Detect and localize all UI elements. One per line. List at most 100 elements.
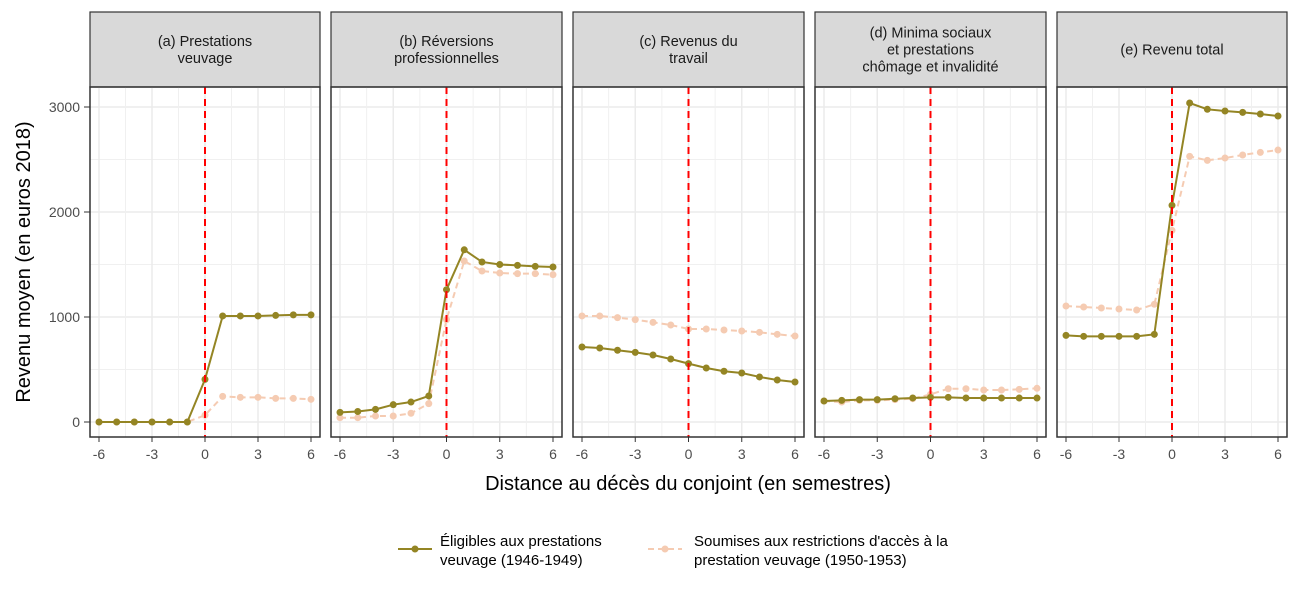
x-tick-label: -3 (1113, 446, 1126, 462)
x-tick-label: -3 (871, 446, 884, 462)
data-point (1133, 306, 1141, 314)
x-tick-label: 6 (1033, 446, 1041, 462)
data-point (578, 343, 586, 351)
data-point (820, 397, 828, 405)
x-tick-label: 0 (685, 446, 693, 462)
data-point (95, 418, 103, 426)
data-point (702, 364, 710, 372)
data-point (1168, 226, 1176, 234)
data-point (183, 418, 191, 426)
x-tick-label: 3 (1221, 446, 1229, 462)
x-tick-label: 0 (443, 446, 451, 462)
data-point (531, 262, 539, 270)
data-point (514, 270, 521, 278)
data-point (738, 369, 746, 377)
data-point (1168, 201, 1176, 209)
panel-e: (e) Revenu total -6 -3 0 3 6 (1056, 11, 1288, 462)
x-tick-label: 0 (201, 446, 209, 462)
x-tick-label: 3 (980, 446, 988, 462)
panel-strip (89, 11, 321, 88)
data-point (236, 393, 244, 401)
data-point (998, 394, 1005, 402)
data-point (389, 401, 397, 409)
legend-label: Soumises aux restrictions d'accès à la (694, 533, 948, 550)
data-point (1256, 110, 1264, 118)
panel-title: (c) Revenus du (639, 34, 737, 50)
data-point (791, 378, 799, 386)
data-point (478, 258, 486, 266)
y-tick-label: 1000 (49, 309, 80, 325)
data-point (354, 408, 362, 415)
x-tick-label: 0 (927, 446, 935, 462)
data-point (443, 286, 450, 294)
data-point (389, 412, 397, 420)
data-point (272, 311, 280, 319)
x-tick-label: -6 (334, 446, 347, 462)
x-tick-label: 6 (307, 446, 315, 462)
data-point (1221, 154, 1229, 162)
data-point (614, 346, 621, 354)
panel-title: travail (669, 51, 708, 67)
data-point (307, 395, 315, 403)
data-point (980, 386, 988, 394)
data-point (1256, 148, 1264, 156)
data-point (496, 269, 504, 277)
data-point (219, 392, 227, 400)
data-point (372, 412, 379, 420)
data-point (1062, 331, 1070, 339)
x-tick-label: -6 (1060, 446, 1073, 462)
data-point (756, 373, 763, 381)
panel-border (89, 86, 321, 438)
data-point (962, 385, 970, 393)
data-point (460, 246, 468, 254)
data-point (873, 396, 881, 404)
data-point (254, 393, 262, 401)
x-tick-label: -3 (146, 446, 159, 462)
data-point (1239, 151, 1247, 159)
data-point (944, 393, 952, 401)
data-point (944, 385, 952, 393)
data-point (289, 394, 297, 402)
data-point (891, 395, 899, 403)
data-point (1186, 152, 1194, 160)
data-point (838, 396, 846, 404)
data-point (166, 418, 174, 426)
data-point (649, 351, 657, 359)
x-tick-label: 6 (1274, 446, 1282, 462)
data-point (272, 394, 280, 402)
x-tick-label: 3 (496, 446, 504, 462)
panel-title: (d) Minima sociaux (870, 26, 992, 42)
panel-title: et prestations (887, 43, 974, 59)
data-point (425, 400, 433, 408)
y-tick-label: 3000 (49, 99, 80, 115)
x-tick-label: 3 (254, 446, 262, 462)
panel-title: veuvage (178, 51, 233, 67)
data-point (354, 414, 362, 422)
panel-title: professionnelles (394, 51, 499, 67)
data-point (1274, 146, 1282, 154)
data-point (1115, 305, 1123, 313)
data-point (254, 312, 262, 320)
data-point (1203, 105, 1211, 113)
data-point (1097, 304, 1105, 312)
data-point (614, 314, 621, 322)
data-point (549, 263, 557, 271)
data-point (113, 418, 121, 426)
data-point (756, 328, 763, 336)
data-point (1115, 332, 1123, 340)
data-point (307, 311, 315, 319)
x-tick-label: -3 (387, 446, 400, 462)
data-point (773, 330, 781, 338)
data-point (1033, 384, 1041, 392)
data-point (578, 312, 586, 320)
data-point (962, 394, 970, 402)
panel-strip (330, 11, 563, 88)
data-point (372, 405, 379, 413)
data-point (773, 376, 781, 384)
y-tick-label: 2000 (49, 204, 80, 220)
data-point (336, 408, 344, 416)
panel-title: (e) Revenu total (1120, 43, 1223, 59)
